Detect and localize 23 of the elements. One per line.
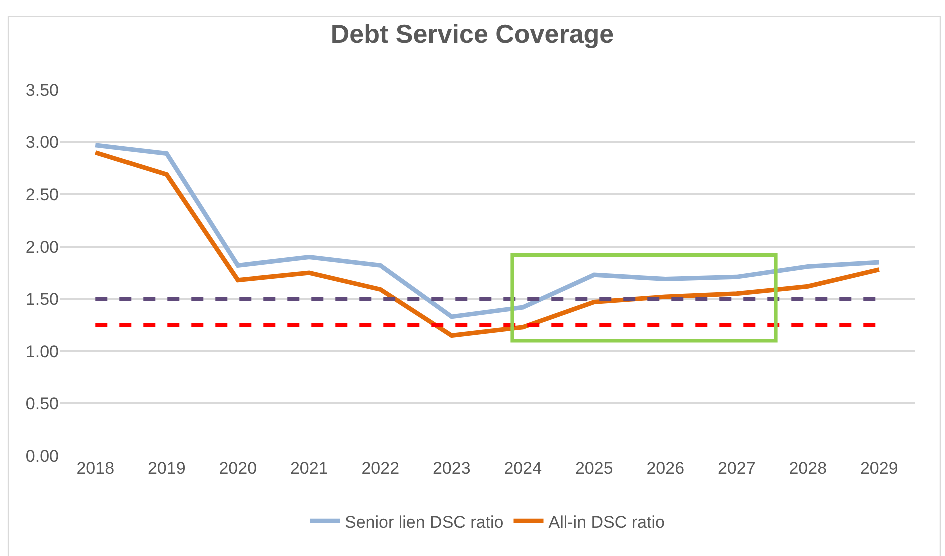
- y-tick-label: 3.00: [26, 133, 59, 152]
- x-tick-label: 2021: [290, 459, 328, 478]
- y-tick-label: 0.50: [26, 394, 59, 414]
- x-tick-label: 2027: [718, 459, 756, 478]
- y-tick-label: 2.00: [26, 238, 59, 257]
- x-tick-label: 2028: [789, 459, 828, 478]
- x-tick-label: 2019: [148, 459, 186, 478]
- x-tick-label: 2022: [362, 459, 400, 478]
- y-tick-label: 1.00: [26, 342, 59, 362]
- chart-title: Debt Service Coverage: [330, 19, 614, 50]
- y-tick-label: 3.50: [26, 80, 59, 100]
- legend-label: All-in DSC ratio: [548, 512, 665, 532]
- legend-label: Senior lien DSC ratio: [345, 512, 504, 532]
- x-tick-label: 2018: [76, 459, 115, 478]
- x-tick-label: 2024: [504, 459, 542, 478]
- x-tick-label: 2025: [575, 459, 614, 478]
- y-tick-label: 1.50: [26, 290, 59, 310]
- x-tick-label: 2020: [219, 459, 258, 478]
- x-tick-label: 2026: [646, 459, 685, 478]
- y-tick-label: 0.00: [26, 446, 59, 466]
- x-tick-label: 2023: [432, 459, 471, 478]
- x-tick-label: 2029: [860, 459, 898, 478]
- y-tick-label: 2.50: [26, 186, 59, 205]
